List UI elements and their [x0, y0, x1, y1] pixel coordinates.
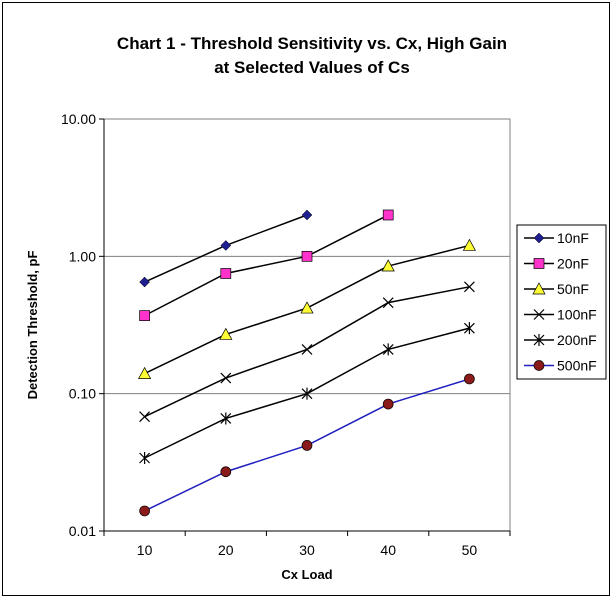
plot-area [103, 118, 511, 532]
y-tick-label: 0.01 [69, 523, 96, 539]
y-axis-title: Detection Threshold, pF [25, 251, 40, 400]
data-point [382, 209, 394, 221]
data-point [533, 309, 545, 320]
x-tick-label: 30 [299, 542, 315, 558]
legend-box [516, 224, 607, 380]
data-point [382, 398, 394, 410]
data-point [533, 232, 545, 244]
legend-item: 500nF [524, 358, 597, 374]
y-tick-label: 0.10 [69, 386, 96, 402]
legend-item: 200nF [524, 332, 597, 348]
legend-item: 20nF [524, 256, 589, 272]
data-point [301, 440, 313, 451]
data-point [139, 452, 151, 465]
data-point [219, 327, 233, 340]
data-point [220, 372, 232, 384]
x-tick-label: 10 [137, 542, 153, 558]
data-point [220, 240, 232, 251]
chart-title-line-1: Chart 1 - Threshold Sensitivity vs. Cx, … [117, 34, 507, 53]
legend-item: 50nF [524, 281, 589, 297]
data-point [220, 412, 232, 425]
data-point [139, 276, 150, 288]
legend-label: 100nF [557, 307, 597, 323]
data-point [463, 281, 475, 293]
legend-label: 10nF [557, 230, 589, 246]
data-point [138, 366, 152, 379]
legend-label: 50nF [557, 281, 589, 297]
data-point [301, 250, 313, 262]
data-point [300, 301, 314, 314]
chart-title-line-2: at Selected Values of Cs [214, 58, 410, 77]
data-point [301, 209, 313, 221]
data-point [301, 387, 313, 400]
axes: 10.00 1.00 0.10 0.01 10 20 30 40 50 [61, 111, 511, 558]
series-500nF [139, 373, 475, 517]
data-point [382, 343, 394, 356]
y-tick-label: 10.00 [61, 111, 96, 127]
series-200nF [139, 322, 475, 465]
data-point [139, 411, 151, 423]
legend-label: 20nF [557, 256, 589, 272]
data-point [220, 466, 232, 478]
data-point [139, 310, 150, 321]
series-line [144, 214, 389, 317]
x-tick-label: 20 [218, 542, 234, 558]
data-point [463, 322, 475, 335]
legend-label: 200nF [557, 332, 597, 348]
series-20nF [139, 209, 394, 321]
series-50nF [138, 238, 476, 379]
legend-label: 500nF [557, 358, 597, 374]
data-point [462, 238, 476, 251]
data-point [220, 268, 232, 279]
x-tick-label: 50 [462, 542, 478, 558]
x-axis-title: Cx Load [281, 567, 332, 582]
series-group [138, 209, 476, 517]
series-100nF [139, 281, 475, 423]
series-10nF [139, 209, 313, 288]
data-point [139, 505, 150, 517]
data-point [533, 258, 545, 269]
legend-item: 100nF [524, 307, 597, 323]
x-tick-label: 40 [380, 542, 396, 558]
y-tick-label: 1.00 [69, 248, 96, 264]
data-point [382, 297, 394, 309]
data-point [381, 259, 395, 272]
data-point [464, 373, 475, 385]
legend: 10nF 20nF 50nF 100nF 200nF 500nF [524, 230, 597, 374]
legend-item: 10nF [524, 230, 589, 246]
data-point [532, 282, 546, 295]
data-point [533, 334, 545, 346]
data-point [301, 343, 313, 355]
data-point [533, 360, 545, 371]
